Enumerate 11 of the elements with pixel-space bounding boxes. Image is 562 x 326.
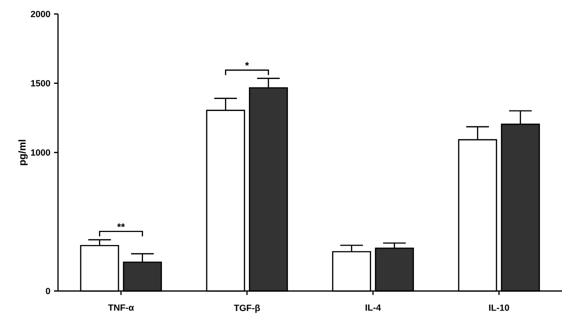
y-tick-label: 2000 <box>30 10 50 18</box>
x-tick-label: TGF-β <box>234 304 260 313</box>
x-tick-label: IL-4 <box>366 304 381 311</box>
annotation: ** <box>117 223 125 228</box>
annotation: * <box>245 62 249 66</box>
x-tick-label: IL-10 <box>489 304 510 311</box>
y-tick-label: 1500 <box>31 80 50 86</box>
y-tick-label: 1000 <box>31 149 50 156</box>
x-tick-label: TNF-α <box>108 304 134 311</box>
y-axis-title: pg/ml <box>18 140 28 166</box>
y-tick-label: 0 <box>46 288 50 294</box>
